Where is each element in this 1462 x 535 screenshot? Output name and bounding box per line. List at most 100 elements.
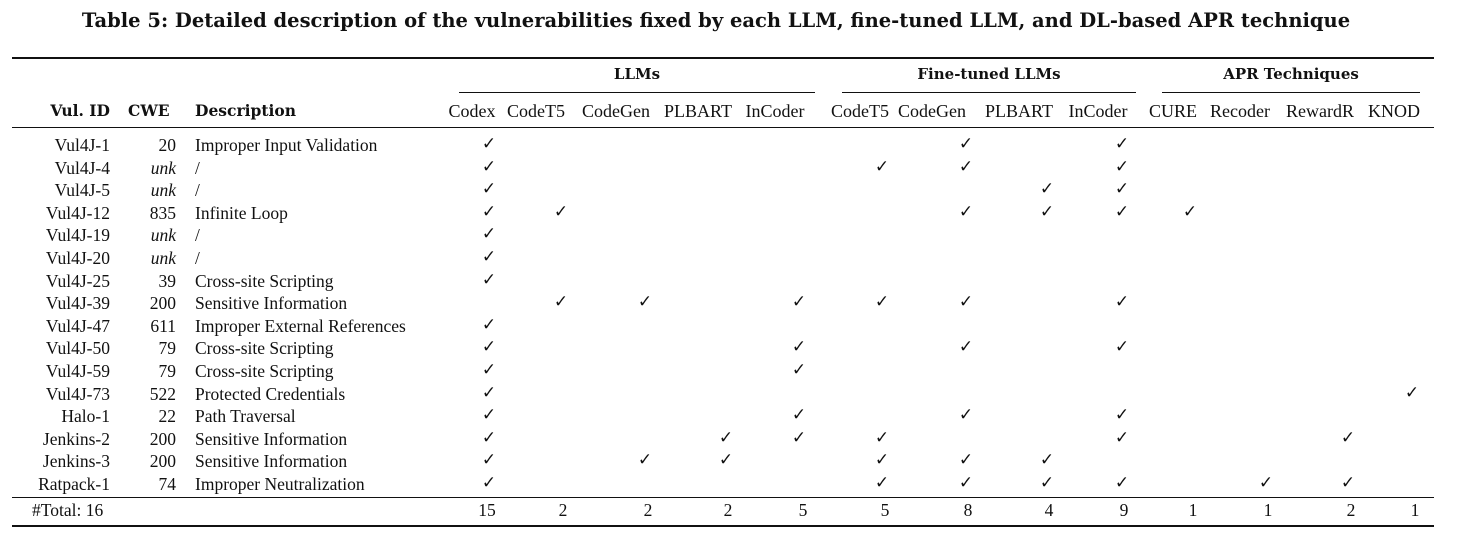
check-mark-icon: ✓ — [1114, 292, 1130, 312]
cell-description: Protected Credentials — [195, 384, 346, 404]
check-mark-icon: ✓ — [718, 450, 734, 470]
check-mark-icon: ✓ — [791, 405, 807, 425]
cell-cwe: 79 — [158, 361, 177, 381]
check-mark-icon: ✓ — [1114, 134, 1130, 154]
cell-total: 1 — [1188, 500, 1198, 520]
check-mark-icon: ✓ — [958, 450, 974, 470]
totals-rule — [12, 497, 1434, 498]
cell-vul-id: Vul4J-1 — [54, 135, 110, 155]
group-rule-finetuned — [842, 92, 1136, 93]
header-rule — [12, 127, 1434, 128]
header-tool-rewardr-11: RewardR — [1286, 101, 1354, 121]
cell-total: 2 — [723, 500, 733, 520]
cell-vul-id: Vul4J-39 — [45, 293, 110, 313]
group-rule-apr — [1162, 92, 1420, 93]
cell-description: Sensitive Information — [195, 429, 348, 449]
header-tool-codegen-2: CodeGen — [582, 101, 650, 121]
check-mark-icon: ✓ — [791, 360, 807, 380]
check-mark-icon: ✓ — [791, 428, 807, 448]
check-mark-icon: ✓ — [481, 428, 497, 448]
cell-cwe: unk — [150, 248, 176, 268]
cell-description: Improper Neutralization — [195, 474, 365, 494]
cell-description: Infinite Loop — [195, 203, 288, 223]
check-mark-icon: ✓ — [1404, 383, 1420, 403]
check-mark-icon: ✓ — [1182, 202, 1198, 222]
header-tool-codet5-5: CodeT5 — [831, 101, 889, 121]
cell-total: 2 — [1346, 500, 1356, 520]
cell-vul-id: Vul4J-4 — [54, 158, 110, 178]
header-tool-codet5-1: CodeT5 — [507, 101, 565, 121]
cell-total: 15 — [478, 500, 496, 520]
check-mark-icon: ✓ — [1114, 473, 1130, 493]
cell-cwe: 74 — [158, 474, 177, 494]
check-mark-icon: ✓ — [958, 405, 974, 425]
cell-vul-id: Vul4J-5 — [54, 180, 110, 200]
header-tool-incoder-8: InCoder — [1068, 101, 1128, 121]
check-mark-icon: ✓ — [1114, 179, 1130, 199]
check-mark-icon: ✓ — [718, 428, 734, 448]
cell-vul-id: Vul4J-12 — [45, 203, 110, 223]
check-mark-icon: ✓ — [1258, 473, 1274, 493]
group-rule-llms — [459, 92, 815, 93]
cell-description: Improper Input Validation — [195, 135, 378, 155]
check-mark-icon: ✓ — [958, 473, 974, 493]
group-header-llms: LLMs — [613, 65, 661, 83]
check-mark-icon: ✓ — [481, 315, 497, 335]
top-rule — [12, 57, 1434, 59]
header-tool-plbart-7: PLBART — [985, 101, 1053, 121]
cell-vul-id: Halo-1 — [61, 406, 110, 426]
table-caption: Table 5: Detailed description of the vul… — [81, 9, 1351, 32]
header-description: Description — [195, 101, 297, 120]
check-mark-icon: ✓ — [958, 202, 974, 222]
header-tool-plbart-3: PLBART — [664, 101, 732, 121]
check-mark-icon: ✓ — [1340, 473, 1356, 493]
cell-cwe: 39 — [158, 271, 177, 291]
cell-vul-id: Vul4J-20 — [45, 248, 110, 268]
cell-description: Sensitive Information — [195, 293, 348, 313]
check-mark-icon: ✓ — [481, 202, 497, 222]
check-mark-icon: ✓ — [1114, 428, 1130, 448]
check-mark-icon: ✓ — [481, 224, 497, 244]
cell-cwe: 20 — [158, 135, 177, 155]
cell-total: 1 — [1263, 500, 1273, 520]
check-mark-icon: ✓ — [874, 292, 890, 312]
check-mark-icon: ✓ — [874, 157, 890, 177]
check-mark-icon: ✓ — [1114, 157, 1130, 177]
check-mark-icon: ✓ — [1340, 428, 1356, 448]
check-mark-icon: ✓ — [637, 292, 653, 312]
check-mark-icon: ✓ — [553, 202, 569, 222]
check-mark-icon: ✓ — [1114, 405, 1130, 425]
cell-cwe: 200 — [149, 429, 176, 449]
header-tool-knod-12: KNOD — [1368, 101, 1420, 121]
cell-vul-id: Vul4J-47 — [45, 316, 110, 336]
cell-description: Path Traversal — [195, 406, 296, 426]
cell-vul-id: Vul4J-25 — [45, 271, 110, 291]
cell-cwe: unk — [150, 225, 176, 245]
cell-total: 5 — [880, 500, 890, 520]
check-mark-icon: ✓ — [791, 292, 807, 312]
check-mark-icon: ✓ — [1039, 450, 1055, 470]
check-mark-icon: ✓ — [874, 450, 890, 470]
check-mark-icon: ✓ — [874, 428, 890, 448]
cell-cwe: 200 — [149, 451, 176, 471]
check-mark-icon: ✓ — [481, 450, 497, 470]
check-mark-icon: ✓ — [1039, 473, 1055, 493]
header-vul-id: Vul. ID — [50, 101, 110, 120]
cell-total: 2 — [643, 500, 653, 520]
check-mark-icon: ✓ — [481, 473, 497, 493]
cell-total: 8 — [963, 500, 973, 520]
check-mark-icon: ✓ — [481, 247, 497, 267]
check-mark-icon: ✓ — [481, 179, 497, 199]
cell-vul-id: Ratpack-1 — [38, 474, 110, 494]
cell-description: Cross-site Scripting — [195, 271, 334, 291]
cell-description: / — [195, 225, 200, 245]
group-header-apr: APR Techniques — [1223, 65, 1359, 83]
cell-vul-id: Vul4J-59 — [45, 361, 110, 381]
header-cwe: CWE — [128, 101, 170, 120]
check-mark-icon: ✓ — [958, 134, 974, 154]
check-mark-icon: ✓ — [481, 383, 497, 403]
cell-total: 2 — [558, 500, 568, 520]
cell-description: / — [195, 158, 200, 178]
cell-cwe: 22 — [158, 406, 177, 426]
cell-cwe: unk — [150, 158, 176, 178]
